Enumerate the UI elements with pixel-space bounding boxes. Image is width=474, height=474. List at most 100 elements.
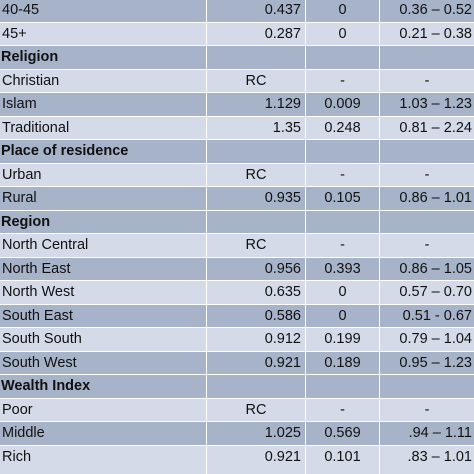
p-value-cell: - [305, 234, 379, 257]
table-row: Rich 0.921 0.101 .83 – 1.01 [0, 445, 474, 474]
odds-ratio-cell: 0.635 [206, 281, 305, 304]
row-label: South East [2, 307, 73, 324]
p-value-cell: 0 [305, 304, 379, 327]
row-label: North East [2, 260, 71, 277]
odds-ratio-cell: 0.921 [206, 351, 305, 374]
ci-cell: 0.36 – 0.52 [379, 0, 474, 22]
ci-cell: - [379, 398, 474, 421]
empty-cell [206, 210, 305, 233]
row-label: North Central [2, 237, 89, 253]
section-header: Region [1, 213, 51, 230]
odds-ratio-cell: 1.129 [206, 93, 305, 116]
section-header-row: Region [0, 210, 474, 234]
table-row: South West 0.921 0.189 0.95 – 1.23 [0, 351, 474, 375]
odds-ratio-cell: RC [206, 163, 305, 186]
row-label: Middle [2, 425, 45, 441]
empty-cell [305, 140, 379, 163]
empty-cell [206, 140, 305, 163]
row-label: Poor [2, 401, 33, 418]
table-row: Middle 1.025 0.569 .94 – 1.11 [0, 422, 474, 446]
ci-cell: .94 – 1.11 [379, 422, 474, 445]
row-label: Christian [2, 72, 60, 89]
section-header-row: Place of residence [0, 140, 474, 164]
table-row: Rural 0.935 0.105 0.86 – 1.01 [0, 187, 474, 211]
empty-cell [305, 210, 379, 233]
empty-cell [206, 46, 305, 69]
empty-cell [379, 375, 474, 398]
odds-ratio-cell: RC [206, 69, 305, 92]
empty-cell [379, 46, 474, 69]
table-row: Traditional 1.35 0.248 0.81 – 2.24 [0, 116, 474, 140]
table-row: North West 0.635 0 0.57 – 0.70 [0, 281, 474, 305]
section-header: Religion [1, 49, 59, 65]
odds-ratio-cell: 0.437 [206, 0, 305, 22]
ci-cell: 1.03 – 1.23 [379, 93, 474, 116]
table-row: North East 0.956 0.393 0.86 – 1.05 [0, 257, 474, 281]
odds-ratio-cell: 0.935 [206, 187, 305, 210]
ci-cell: 0.95 – 1.23 [379, 351, 474, 374]
ci-cell: .83 – 1.01 [379, 445, 474, 474]
empty-cell [379, 210, 474, 233]
empty-cell [206, 375, 305, 398]
ci-cell: 0.86 – 1.01 [379, 187, 474, 210]
p-value-cell: 0 [305, 0, 379, 22]
p-value-cell: 0.569 [305, 422, 379, 445]
table-row: Christian RC - - [0, 69, 474, 93]
ci-cell: 0.51 - 0.67 [379, 304, 474, 327]
row-label: Urban [2, 166, 42, 183]
odds-ratio-cell: RC [206, 234, 305, 257]
p-value-cell: - [305, 398, 379, 421]
row-label: Traditional [2, 119, 70, 136]
p-value-cell: 0.199 [305, 328, 379, 351]
table-row: Poor RC - - [0, 398, 474, 422]
p-value-cell: 0.393 [305, 257, 379, 280]
empty-cell [305, 46, 379, 69]
table-row: Islam 1.129 0.009 1.03 – 1.23 [0, 93, 474, 117]
odds-ratio-cell: 0.921 [206, 445, 305, 474]
row-label: South West [2, 354, 77, 371]
odds-ratio-cell: RC [206, 398, 305, 421]
ci-cell: 0.57 – 0.70 [379, 281, 474, 304]
ci-cell: 0.21 – 0.38 [379, 22, 474, 45]
section-header: Wealth Index [1, 378, 91, 394]
table-row: 45+ 0.287 0 0.21 – 0.38 [0, 22, 474, 46]
row-label: South South [2, 331, 82, 347]
row-label: 40-45 [2, 2, 40, 18]
p-value-cell: 0.248 [305, 116, 379, 139]
p-value-cell: 0 [305, 281, 379, 304]
p-value-cell: - [305, 163, 379, 186]
section-header: Place of residence [1, 143, 129, 159]
odds-ratio-cell: 0.912 [206, 328, 305, 351]
p-value-cell: 0 [305, 22, 379, 45]
p-value-cell: 0.105 [305, 187, 379, 210]
p-value-cell: 0.189 [305, 351, 379, 374]
table-row: 40-45 0.437 0 0.36 – 0.52 [0, 0, 474, 23]
ci-cell: - [379, 163, 474, 186]
table-row: South East 0.586 0 0.51 - 0.67 [0, 304, 474, 328]
odds-ratio-cell: 0.287 [206, 22, 305, 45]
section-header-row: Wealth Index [0, 375, 474, 399]
table-row: North Central RC - - [0, 234, 474, 258]
p-value-cell: 0.009 [305, 93, 379, 116]
ci-cell: 0.86 – 1.05 [379, 257, 474, 280]
row-label: Rural [2, 190, 37, 206]
ci-cell: - [379, 69, 474, 92]
section-header-row: Religion [0, 46, 474, 70]
odds-ratio-cell: 1.35 [206, 116, 305, 139]
p-value-cell: - [305, 69, 379, 92]
empty-cell [305, 375, 379, 398]
row-label: 45+ [2, 25, 27, 42]
row-label: Rich [2, 448, 32, 465]
table-row: Urban RC - - [0, 163, 474, 187]
odds-ratio-cell: 0.956 [206, 257, 305, 280]
ci-cell: 0.79 – 1.04 [379, 328, 474, 351]
p-value-cell: 0.101 [305, 445, 379, 474]
odds-ratio-cell: 1.025 [206, 422, 305, 445]
odds-ratio-cell: 0.586 [206, 304, 305, 327]
row-label: Islam [2, 96, 37, 112]
ci-cell: 0.81 – 2.24 [379, 116, 474, 139]
table-row: South South 0.912 0.199 0.79 – 1.04 [0, 328, 474, 352]
ci-cell: - [379, 234, 474, 257]
empty-cell [379, 140, 474, 163]
